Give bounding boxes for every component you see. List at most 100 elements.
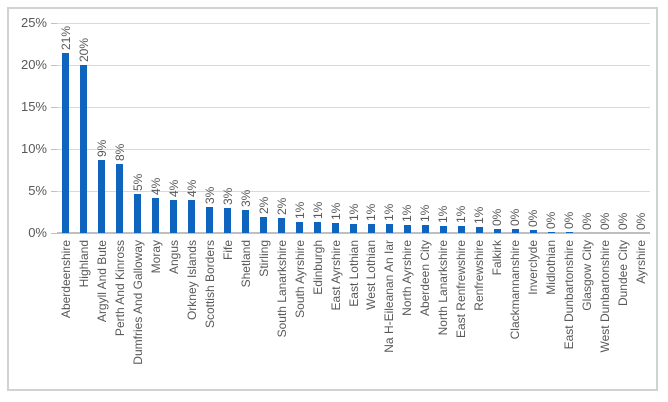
bar [457, 226, 465, 233]
bar-value-label: 3% [220, 187, 235, 205]
x-axis-label: Argyll And Bute [94, 240, 109, 323]
x-axis-label: East Renfrewshire [454, 240, 469, 339]
bar [260, 217, 268, 233]
y-axis-label: 20% [20, 57, 47, 72]
x-axis-label: Scottish Borders [202, 240, 217, 329]
x-axis-label: Edinburgh [310, 240, 325, 295]
bar [475, 227, 483, 233]
x-axis-line [57, 232, 650, 234]
gridline [57, 65, 650, 66]
y-axis-tick [51, 233, 57, 234]
bar [547, 232, 555, 233]
x-axis-label: Glasgow City [580, 240, 595, 311]
gridline [57, 107, 650, 108]
x-axis-label: North Ayrshire [400, 240, 415, 316]
bar-value-label: 0% [490, 208, 505, 226]
bar-value-label: 3% [238, 189, 253, 207]
bar [242, 210, 250, 233]
bar-value-label: 1% [436, 205, 451, 223]
x-axis-label: Midlothian [544, 240, 559, 295]
x-axis-label: Dumfries And Galloway [130, 240, 145, 365]
bar [511, 229, 519, 233]
bar [224, 208, 232, 233]
x-axis-label: Moray [148, 240, 163, 274]
bar-value-label: 1% [310, 201, 325, 219]
bar [529, 230, 537, 233]
bar [134, 194, 142, 233]
y-axis-tick [51, 149, 57, 150]
x-axis-label: Renfrewshire [472, 240, 487, 311]
x-axis-label: Aberdeen City [418, 240, 433, 317]
bar-value-label: 1% [454, 205, 469, 223]
bar-value-label: 0% [580, 212, 595, 230]
bar-value-label: 21% [58, 25, 73, 50]
x-axis-label: Falkirk [490, 240, 505, 276]
y-axis-label: 15% [20, 99, 47, 114]
bar-value-label: 0% [634, 212, 648, 230]
x-axis-label: East Ayrshire [328, 240, 343, 311]
bar-value-label: 0% [616, 212, 631, 230]
y-axis-label: 25% [20, 15, 47, 30]
bar-value-label: 1% [346, 203, 361, 221]
bar-value-label: 1% [382, 203, 397, 221]
y-axis-label: 5% [28, 183, 47, 198]
x-axis-label: Dundee City [616, 240, 631, 307]
x-axis-label: Stirling [256, 240, 271, 277]
bar [188, 200, 196, 233]
x-axis-label: South Lanarkshire [274, 240, 289, 338]
bar-value-label: 4% [166, 179, 181, 197]
x-axis-label: West Lothian [364, 240, 379, 310]
x-axis-label: Aberdeenshire [58, 240, 73, 319]
bar-value-label: 1% [328, 202, 343, 220]
gridline [57, 149, 650, 150]
x-axis-label: Shetland [238, 240, 253, 288]
bar [493, 229, 501, 233]
bar [403, 225, 411, 233]
bar [98, 160, 106, 233]
bar-value-label: 0% [508, 208, 523, 226]
gridline [57, 191, 650, 192]
x-axis-label: Fife [220, 240, 235, 261]
y-axis-tick [51, 65, 57, 66]
bar [367, 224, 375, 233]
x-axis-label: Clackmannanshire [508, 240, 523, 340]
bar [439, 226, 447, 233]
bar-value-label: 1% [364, 203, 379, 221]
bar [62, 53, 70, 233]
bar [565, 232, 573, 233]
chart-frame: 0% 5% 10% 15% 20% 25% 21% Aberdeenshire 20% Highl… [7, 7, 658, 391]
bar-value-label: 1% [292, 201, 307, 219]
bar [116, 164, 124, 233]
bar-value-label: 1% [400, 204, 415, 222]
x-axis-label: East Dunbartonshire [562, 240, 577, 350]
bar [314, 222, 322, 233]
bar-value-label: 5% [130, 173, 145, 191]
x-axis-label: East Lothian [346, 240, 361, 307]
bar [206, 207, 214, 233]
bar-value-label: 0% [562, 211, 577, 229]
bar-value-label: 20% [76, 37, 91, 62]
bar [332, 223, 340, 233]
bar-value-label: 2% [274, 197, 289, 215]
y-axis-label: 10% [20, 141, 47, 156]
gridline [57, 23, 650, 24]
y-axis-tick [51, 107, 57, 108]
x-axis-label: Perth And Kinross [112, 240, 127, 337]
bar [80, 65, 88, 233]
bar-value-label: 9% [94, 139, 109, 157]
x-axis-label: Ayrshire [634, 240, 648, 284]
x-axis-label: South Ayrshire [292, 240, 307, 318]
bar [296, 222, 304, 233]
x-axis-label: West Dunbartonshire [598, 240, 613, 353]
x-axis-label: North Lanarkshire [436, 240, 451, 336]
bar [421, 225, 429, 233]
bar [278, 218, 286, 233]
bar [170, 200, 178, 233]
bar-value-label: 1% [472, 206, 487, 224]
bar-value-label: 0% [598, 212, 613, 230]
bar [152, 198, 160, 233]
bar-value-label: 0% [544, 211, 559, 229]
y-axis-label: 0% [28, 225, 47, 240]
bar-value-label: 2% [256, 196, 271, 214]
